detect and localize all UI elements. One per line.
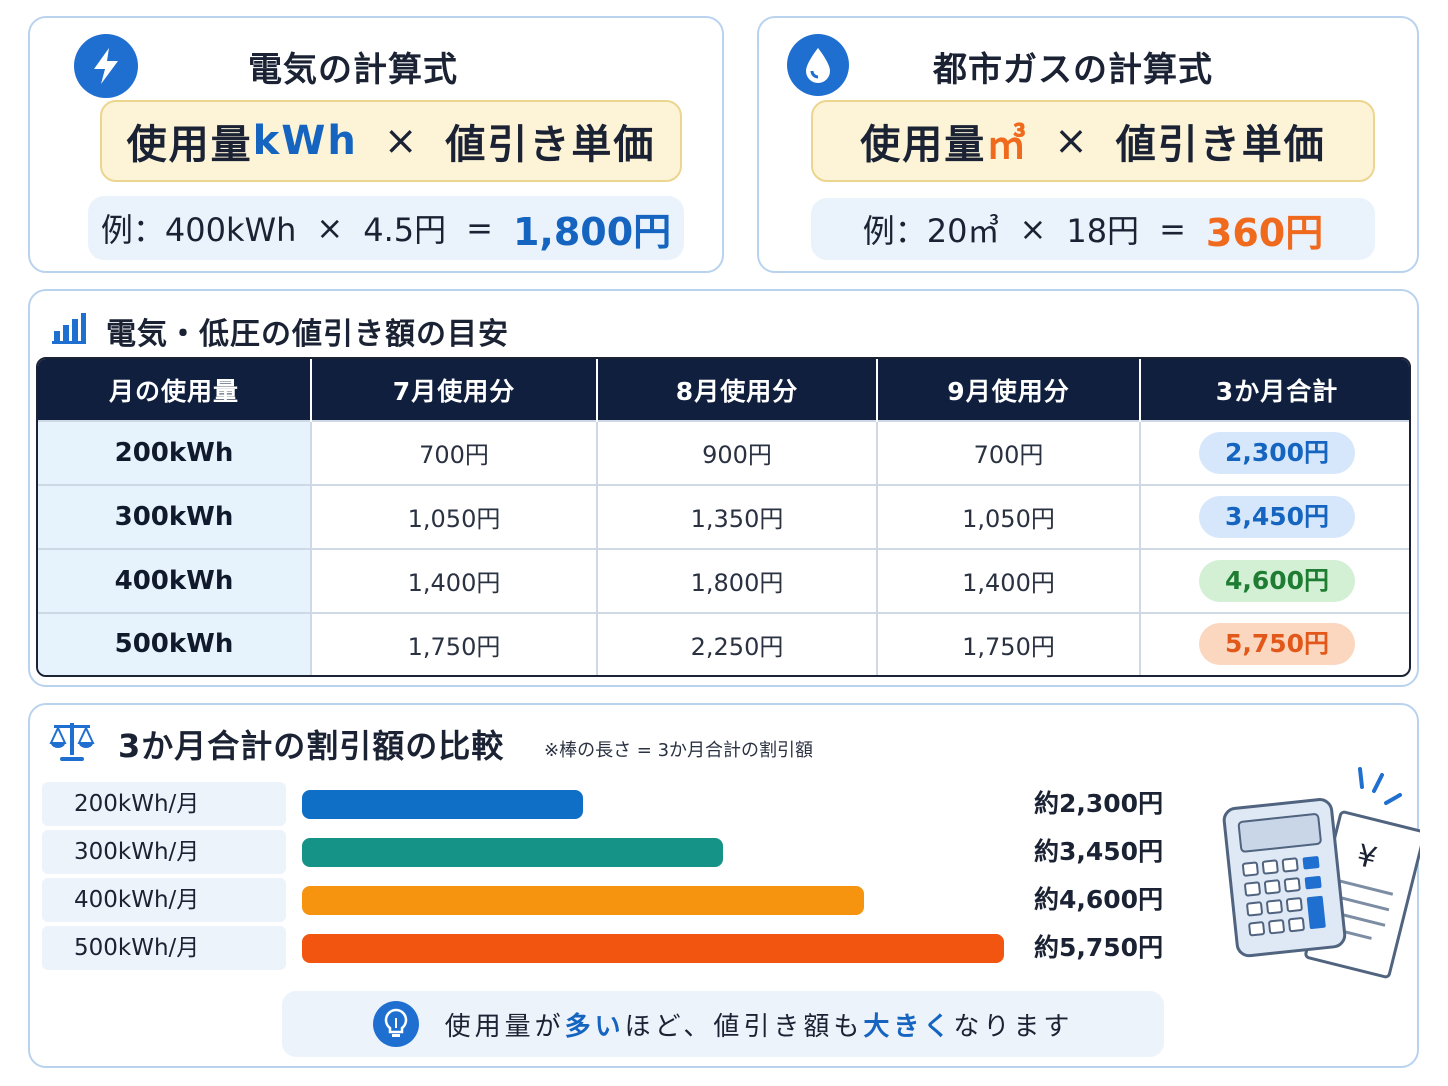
header-august: 8月使用分 bbox=[597, 359, 878, 421]
tip-text-3: なります bbox=[953, 1011, 1074, 1042]
cell-august: 1,350円 bbox=[597, 483, 878, 549]
bar bbox=[302, 934, 1004, 963]
gas-example: 例：20㎥ × 18円 = 360円 bbox=[811, 198, 1375, 260]
header-july: 7月使用分 bbox=[311, 359, 598, 421]
formula-suffix: 値引き単価 bbox=[445, 122, 656, 168]
row-usage: 300kWh bbox=[38, 483, 312, 549]
electric-formula-title: 電気の計算式 bbox=[248, 50, 458, 90]
cell-total: 3,450円 bbox=[1140, 483, 1409, 549]
electric-formula-box: 使用量 kWh × 値引き単価 bbox=[100, 100, 682, 182]
cell-september: 1,050円 bbox=[877, 483, 1141, 549]
cell-september: 700円 bbox=[877, 420, 1141, 485]
header-total: 3か月合計 bbox=[1140, 359, 1409, 421]
cell-august: 2,250円 bbox=[597, 611, 878, 675]
bar-value-label: 約4,600円 bbox=[1034, 885, 1164, 914]
bar-label: 400kWh/月 bbox=[42, 878, 286, 922]
example-prefix: 例：400kWh bbox=[100, 211, 297, 249]
table-header-row: 月の使用量 7月使用分 8月使用分 9月使用分 3か月合計 bbox=[38, 359, 1409, 421]
formula-times: × bbox=[383, 118, 420, 164]
cell-total: 5,750円 bbox=[1140, 611, 1409, 675]
row-usage: 400kWh bbox=[38, 547, 312, 613]
bar-value-label: 約5,750円 bbox=[1034, 933, 1164, 962]
scale-icon bbox=[48, 719, 96, 767]
water-drop-icon bbox=[787, 34, 849, 96]
example-times: × bbox=[1019, 210, 1047, 248]
lightning-icon bbox=[74, 34, 138, 98]
bar-label: 500kWh/月 bbox=[42, 926, 286, 970]
tip-banner: 使用量が 多い ほど、値引き額も 大きく なります bbox=[282, 991, 1164, 1057]
header-usage: 月の使用量 bbox=[38, 359, 312, 421]
cell-august: 900円 bbox=[597, 420, 878, 485]
example-times: × bbox=[316, 209, 344, 247]
cell-july: 1,400円 bbox=[311, 547, 598, 613]
cell-total: 4,600円 bbox=[1140, 547, 1409, 613]
gas-formula-card: 都市ガスの計算式 使用量 ㎥ × 値引き単価 例：20㎥ × 18円 = 360… bbox=[757, 16, 1419, 273]
cell-september: 1,750円 bbox=[877, 611, 1141, 675]
tip-text-1: 使用量が bbox=[444, 1011, 565, 1042]
bar-label: 200kWh/月 bbox=[42, 782, 286, 826]
row-usage: 500kWh bbox=[38, 611, 312, 675]
cell-total: 2,300円 bbox=[1140, 420, 1409, 485]
formula-unit: ㎥ bbox=[986, 122, 1029, 168]
discount-table: 月の使用量 7月使用分 8月使用分 9月使用分 3か月合計 200kWh 700… bbox=[36, 357, 1411, 677]
cell-july: 1,750円 bbox=[311, 611, 598, 675]
formula-prefix: 使用量 bbox=[126, 122, 253, 168]
bar-label: 300kWh/月 bbox=[42, 830, 286, 874]
formula-prefix: 使用量 bbox=[860, 122, 987, 168]
example-equals: = bbox=[466, 209, 493, 247]
bar-row: 400kWh/月 約4,600円 bbox=[42, 878, 1182, 922]
row-usage: 200kWh bbox=[38, 420, 312, 485]
total-badge: 3,450円 bbox=[1199, 495, 1355, 538]
cell-july: 700円 bbox=[311, 420, 598, 485]
example-rate: 4.5円 bbox=[363, 211, 447, 249]
example-result: 360円 bbox=[1205, 210, 1324, 255]
example-prefix: 例：20㎥ bbox=[862, 212, 1000, 250]
example-result: 1,800円 bbox=[512, 209, 672, 254]
bar-row: 200kWh/月 約2,300円 bbox=[42, 782, 1182, 826]
example-equals: = bbox=[1159, 210, 1186, 248]
bar bbox=[302, 886, 864, 915]
bar-chart-icon bbox=[50, 311, 88, 349]
example-rate: 18円 bbox=[1066, 212, 1140, 250]
table-row: 300kWh 1,050円 1,350円 1,050円 3,450円 bbox=[38, 483, 1409, 549]
bar-value-label: 約2,300円 bbox=[1034, 789, 1164, 818]
formula-times: × bbox=[1054, 118, 1090, 164]
tip-emphasis-1: 多い bbox=[564, 1011, 625, 1042]
cell-july: 1,050円 bbox=[311, 483, 598, 549]
formula-suffix: 値引き単価 bbox=[1115, 122, 1326, 168]
tip-emphasis-2: 大きく bbox=[863, 1011, 954, 1042]
calculator-receipt-icon: ¥ bbox=[1210, 763, 1426, 987]
total-badge: 4,600円 bbox=[1199, 559, 1355, 602]
gas-formula-title: 都市ガスの計算式 bbox=[933, 50, 1213, 90]
comparison-note: ※棒の長さ = 3か月合計の割引額 bbox=[544, 740, 814, 761]
table-row: 500kWh 1,750円 2,250円 1,750円 5,750円 bbox=[38, 611, 1409, 675]
cell-august: 1,800円 bbox=[597, 547, 878, 613]
bar bbox=[302, 790, 583, 819]
bar-row: 300kWh/月 約3,450円 bbox=[42, 830, 1182, 874]
discount-table-title: 電気・低圧の値引き額の目安 bbox=[106, 317, 509, 352]
electric-example: 例：400kWh × 4.5円 = 1,800円 bbox=[88, 196, 684, 260]
cell-september: 1,400円 bbox=[877, 547, 1141, 613]
header-september: 9月使用分 bbox=[877, 359, 1141, 421]
formula-unit: kWh bbox=[252, 118, 358, 164]
comparison-title: 3か月合計の割引額の比較 bbox=[118, 727, 505, 765]
electric-formula-card: 電気の計算式 使用量 kWh × 値引き単価 例：400kWh × 4.5円 =… bbox=[28, 16, 724, 273]
gas-formula-box: 使用量 ㎥ × 値引き単価 bbox=[811, 100, 1375, 182]
tip-text-2: ほど、値引き額も bbox=[624, 1011, 864, 1042]
bar bbox=[302, 838, 723, 867]
discount-table-card: 電気・低圧の値引き額の目安 月の使用量 7月使用分 8月使用分 9月使用分 3か… bbox=[28, 289, 1419, 687]
lightbulb-icon bbox=[372, 1001, 419, 1047]
total-badge: 2,300円 bbox=[1199, 431, 1355, 474]
table-row: 200kWh 700円 900円 700円 2,300円 bbox=[38, 420, 1409, 485]
comparison-card: 3か月合計の割引額の比較 ※棒の長さ = 3か月合計の割引額 200kWh/月 … bbox=[28, 703, 1426, 1068]
bar-value-label: 約3,450円 bbox=[1034, 837, 1164, 866]
bar-row: 500kWh/月 約5,750円 bbox=[42, 926, 1182, 970]
table-row: 400kWh 1,400円 1,800円 1,400円 4,600円 bbox=[38, 547, 1409, 613]
total-badge: 5,750円 bbox=[1199, 623, 1355, 666]
